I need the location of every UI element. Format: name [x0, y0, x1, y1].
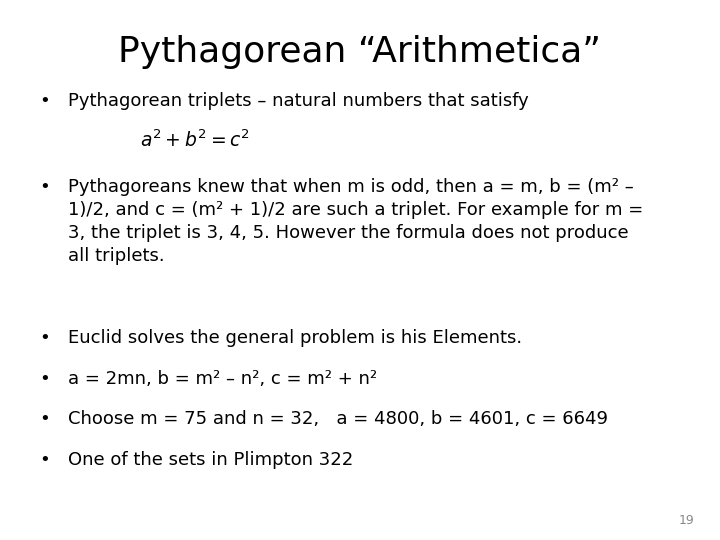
Text: $a^2 + b^2 = c^2$: $a^2 + b^2 = c^2$	[140, 130, 251, 151]
Text: Pythagorean triplets – natural numbers that satisfy: Pythagorean triplets – natural numbers t…	[68, 92, 529, 110]
Text: •: •	[40, 329, 50, 347]
Text: •: •	[40, 370, 50, 388]
Text: •: •	[40, 410, 50, 428]
Text: Pythagorean “Arithmetica”: Pythagorean “Arithmetica”	[119, 35, 601, 69]
Text: 19: 19	[679, 514, 695, 526]
Text: One of the sets in Plimpton 322: One of the sets in Plimpton 322	[68, 451, 354, 469]
Text: a = 2mn, b = m² – n², c = m² + n²: a = 2mn, b = m² – n², c = m² + n²	[68, 370, 377, 388]
Text: •: •	[40, 92, 50, 110]
Text: Pythagoreans knew that when m is odd, then a = m, b = (m² –
1)/2, and c = (m² + : Pythagoreans knew that when m is odd, th…	[68, 178, 644, 265]
Text: •: •	[40, 178, 50, 196]
Text: Euclid solves the general problem is his Elements.: Euclid solves the general problem is his…	[68, 329, 523, 347]
Text: Choose m = 75 and n = 32,   a = 4800, b = 4601, c = 6649: Choose m = 75 and n = 32, a = 4800, b = …	[68, 410, 608, 428]
Text: •: •	[40, 451, 50, 469]
